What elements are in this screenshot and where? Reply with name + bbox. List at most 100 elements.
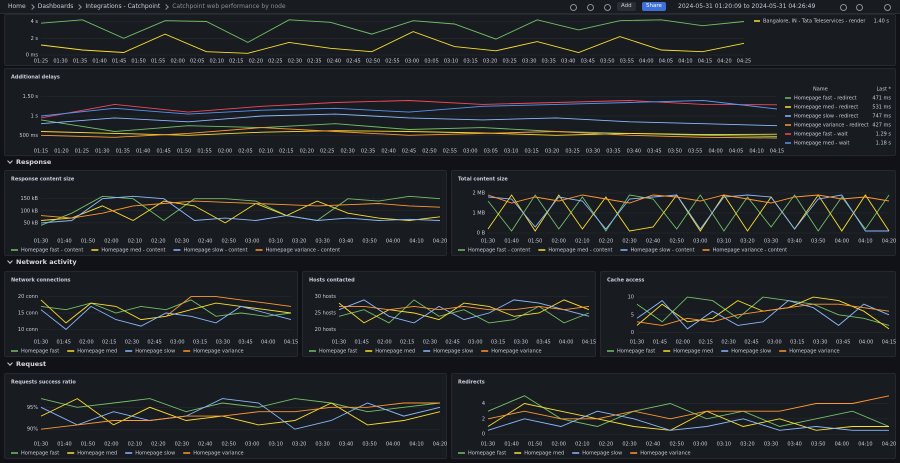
panel-title: Network connections	[11, 278, 71, 284]
y-tick-label: 0 ms	[26, 53, 39, 59]
icon[interactable]	[587, 4, 594, 11]
series-line	[487, 395, 890, 427]
legend-label: Homepage med - redirect	[794, 105, 858, 111]
panel-chart: Requests success ratio 95% 90% 01:30 01:40 01…	[11, 380, 447, 457]
legend-header: Last *	[876, 87, 891, 93]
panel-chart: Additional delays 1.50 s 1 s 500 ms 01:15 01:…	[11, 75, 891, 155]
legend-label: Homepage variance	[193, 349, 243, 355]
time-range[interactable]: 2024-05-31 01:20:09 to 2024-05-31 04:26:…	[678, 3, 816, 10]
x-tick-label: 02:00	[377, 340, 391, 346]
panel: Total content size 2 MB 1 MB 0 B 01:30 01:40 0…	[451, 170, 896, 256]
series-line	[40, 299, 292, 317]
crumb[interactable]: Home	[8, 3, 26, 10]
x-tick-label: 02:05	[238, 149, 252, 155]
icon[interactable]	[884, 4, 891, 11]
icon[interactable]	[840, 4, 847, 11]
icon[interactable]	[856, 4, 863, 11]
series-line	[40, 100, 778, 119]
x-tick-label: 02:30	[622, 239, 636, 245]
x-tick-label: 01:30	[34, 442, 48, 448]
legend-label: Homepage variance	[193, 451, 243, 457]
x-tick-label: 02:00	[104, 442, 118, 448]
panel-title: Response content size	[11, 177, 75, 183]
x-tick-label: 01:55	[151, 59, 165, 65]
x-tick-label: 04:20	[717, 59, 731, 65]
series-line	[40, 299, 292, 324]
legend-label: Bangalore, IN - Tata Teleservices - rend…	[763, 19, 866, 25]
x-tick-label: 02:30	[288, 59, 302, 65]
series-line	[40, 200, 441, 219]
x-tick-label: 02:30	[125, 340, 139, 346]
x-tick-label: 02:05	[190, 59, 204, 65]
y-tick-label: 20 hosts	[315, 327, 337, 333]
x-tick-label: 04:05	[729, 149, 743, 155]
row-header[interactable]: Response	[7, 158, 51, 166]
x-tick-label: 02:10	[575, 442, 589, 448]
crumb[interactable]: Integrations - Catchpoint	[85, 3, 161, 10]
series-line	[487, 194, 890, 204]
x-tick-label: 02:45	[402, 149, 416, 155]
icon[interactable]	[604, 4, 611, 11]
x-tick-label: 03:30	[764, 442, 778, 448]
legend-label: Homepage fast	[21, 349, 59, 355]
y-tick-label: 150 kB	[21, 196, 39, 202]
share-button[interactable]: Share	[642, 2, 666, 11]
y-tick-label: 4	[482, 401, 485, 407]
series-line	[636, 296, 890, 326]
legend-label: Homepage fast - content	[468, 248, 530, 254]
x-tick-label: 03:05	[484, 149, 498, 155]
y-tick-label: 10 conn	[18, 327, 38, 333]
x-tick-label: 02:40	[327, 59, 341, 65]
panel: Hosts contacted 30 hosts 25 hosts 20 hosts 0…	[302, 271, 596, 357]
row-title: Network activity	[16, 258, 77, 266]
x-tick-label: 02:10	[575, 239, 589, 245]
crumb[interactable]: Dashboards	[37, 3, 74, 10]
x-tick-label: 01:50	[528, 442, 542, 448]
legend-label: Homepage slow	[433, 349, 473, 355]
panel-title: Hosts contacted	[309, 278, 355, 284]
x-tick-label: 04:10	[858, 239, 872, 245]
x-tick-label: 03:15	[193, 340, 207, 346]
x-tick-label: 01:50	[81, 239, 95, 245]
y-tick-label: 2	[482, 416, 485, 422]
series-line	[339, 305, 590, 311]
x-tick-label: 03:30	[764, 239, 778, 245]
row-header[interactable]: Request	[7, 360, 46, 368]
x-tick-label: 04:00	[386, 442, 400, 448]
x-tick-label: 03:25	[565, 149, 579, 155]
x-tick-label: 01:35	[73, 59, 87, 65]
x-tick-label: 02:30	[340, 149, 354, 155]
series-line	[40, 31, 745, 54]
x-tick-label: 03:45	[581, 59, 595, 65]
x-tick-label: 03:40	[339, 239, 353, 245]
x-tick-label: 02:20	[599, 239, 613, 245]
series-line	[487, 194, 890, 232]
x-tick-label: 03:40	[561, 59, 575, 65]
x-tick-label: 03:00	[693, 442, 707, 448]
y-tick-label: 500 ms	[19, 133, 38, 139]
panel-chart: Redirects 4 2 0 01:30 01:40 01:50 02:00 02:10 02:…	[458, 380, 896, 457]
x-tick-label: 03:30	[586, 149, 600, 155]
row-header[interactable]: Network activity	[7, 258, 77, 266]
x-tick-label: 02:45	[147, 340, 161, 346]
x-tick-label: 01:40	[92, 59, 106, 65]
x-tick-label: 02:00	[170, 59, 184, 65]
top-bar: Home Dashboards Integrations - Catchpoin…	[0, 0, 900, 14]
legend-label: Homepage slow	[135, 451, 175, 457]
series-line	[487, 194, 889, 232]
y-tick-label: 50 kB	[24, 220, 39, 226]
x-tick-label: 02:30	[721, 340, 735, 346]
x-tick-label: 03:20	[740, 239, 754, 245]
y-tick-label: 1.50 s	[23, 94, 39, 100]
legend-label: Homepage med	[77, 349, 117, 355]
x-tick-label: 02:50	[422, 149, 436, 155]
x-tick-label: 04:10	[749, 149, 763, 155]
x-tick-label: 03:10	[717, 239, 731, 245]
icon[interactable]	[570, 4, 577, 11]
add-button[interactable]: Add	[617, 2, 636, 11]
x-tick-label: 02:40	[198, 239, 212, 245]
x-tick-label: 01:30	[34, 239, 48, 245]
legend-label: Homepage slow	[582, 451, 622, 457]
x-tick-label: 04:20	[433, 442, 447, 448]
x-tick-label: 03:05	[424, 59, 438, 65]
